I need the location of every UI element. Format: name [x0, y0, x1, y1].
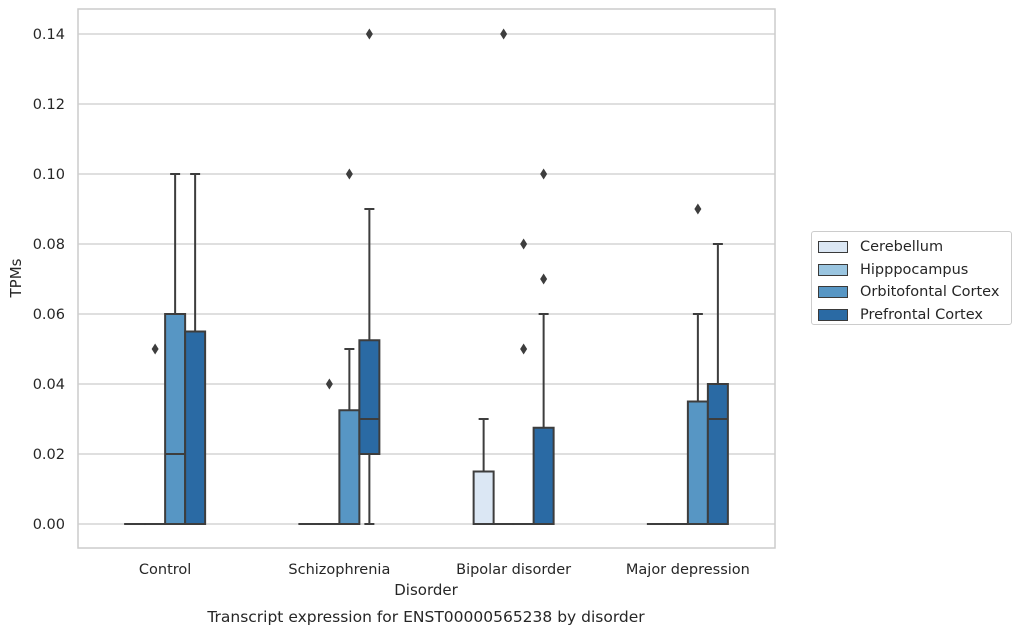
legend-label: Cerebellum — [860, 239, 943, 255]
box-hipppocampus — [145, 344, 165, 525]
box-hipppocampus — [319, 379, 339, 525]
outlier-point — [152, 344, 159, 355]
y-tick-label: 0.12 — [33, 97, 65, 113]
y-tick-label: 0.02 — [33, 447, 65, 463]
box-prefrontal-cortex — [185, 174, 205, 524]
y-tick-label: 0.08 — [33, 237, 65, 253]
y-tick-label: 0.14 — [33, 27, 65, 43]
box-orbitofontal-cortex — [514, 239, 534, 525]
box-body — [534, 428, 554, 524]
legend-swatch — [818, 286, 848, 298]
box-body — [185, 332, 205, 525]
box-body — [474, 472, 494, 525]
box-orbitofontal-cortex — [688, 204, 708, 525]
legend: Cerebellum Hipppocampus Orbitofontal Corte… — [811, 231, 1012, 325]
outlier-point — [694, 204, 701, 215]
box-prefrontal-cortex — [708, 244, 728, 524]
y-tick-label: 0.10 — [33, 167, 65, 183]
box-orbitofontal-cortex — [339, 169, 359, 525]
legend-item: Hipppocampus — [818, 259, 1011, 282]
y-tick-label: 0.04 — [33, 377, 65, 393]
y-tick-labels: 0.00 0.02 0.04 0.06 0.08 0.10 0.12 0.14 — [33, 27, 65, 533]
legend-item: Prefrontal Cortex — [818, 304, 1011, 327]
x-tick-label: Major depression — [626, 562, 750, 578]
box-orbitofontal-cortex — [165, 174, 185, 524]
legend-label: Hipppocampus — [860, 262, 968, 278]
chart-title: Transcript expression for ENST0000056523… — [206, 608, 645, 626]
legend-label: Orbitofontal Cortex — [860, 284, 999, 300]
outlier-point — [540, 169, 547, 180]
box-body — [359, 340, 379, 454]
box-body — [339, 410, 359, 524]
outlier-point — [366, 29, 373, 40]
legend-swatch — [818, 309, 848, 321]
box-body — [708, 384, 728, 524]
legend-swatch — [818, 264, 848, 276]
x-tick-labels: Control Schizophrenia Bipolar disorder Majo… — [139, 562, 750, 578]
legend-swatch — [818, 241, 848, 253]
y-axis-label: TPMs — [7, 258, 25, 298]
outlier-point — [346, 169, 353, 180]
outlier-point — [326, 379, 333, 390]
y-tick-label: 0.00 — [33, 517, 65, 533]
box-cerebellum — [474, 419, 494, 524]
box-prefrontal-cortex — [359, 29, 379, 525]
box-layer — [125, 29, 728, 525]
outlier-point — [520, 344, 527, 355]
x-tick-label: Bipolar disorder — [456, 562, 571, 578]
x-tick-label: Schizophrenia — [288, 562, 390, 578]
x-tick-label: Control — [139, 562, 191, 578]
outlier-point — [520, 239, 527, 250]
outlier-point — [500, 29, 507, 40]
legend-item: Orbitofontal Cortex — [818, 281, 1011, 304]
x-axis-label: Disorder — [394, 581, 458, 599]
legend-label: Prefrontal Cortex — [860, 307, 983, 323]
box-body — [688, 402, 708, 525]
box-hipppocampus — [494, 29, 514, 525]
box-prefrontal-cortex — [534, 169, 554, 525]
outlier-point — [540, 274, 547, 285]
legend-item: Cerebellum — [818, 236, 1011, 259]
y-tick-label: 0.06 — [33, 307, 65, 323]
box-body — [165, 314, 185, 524]
